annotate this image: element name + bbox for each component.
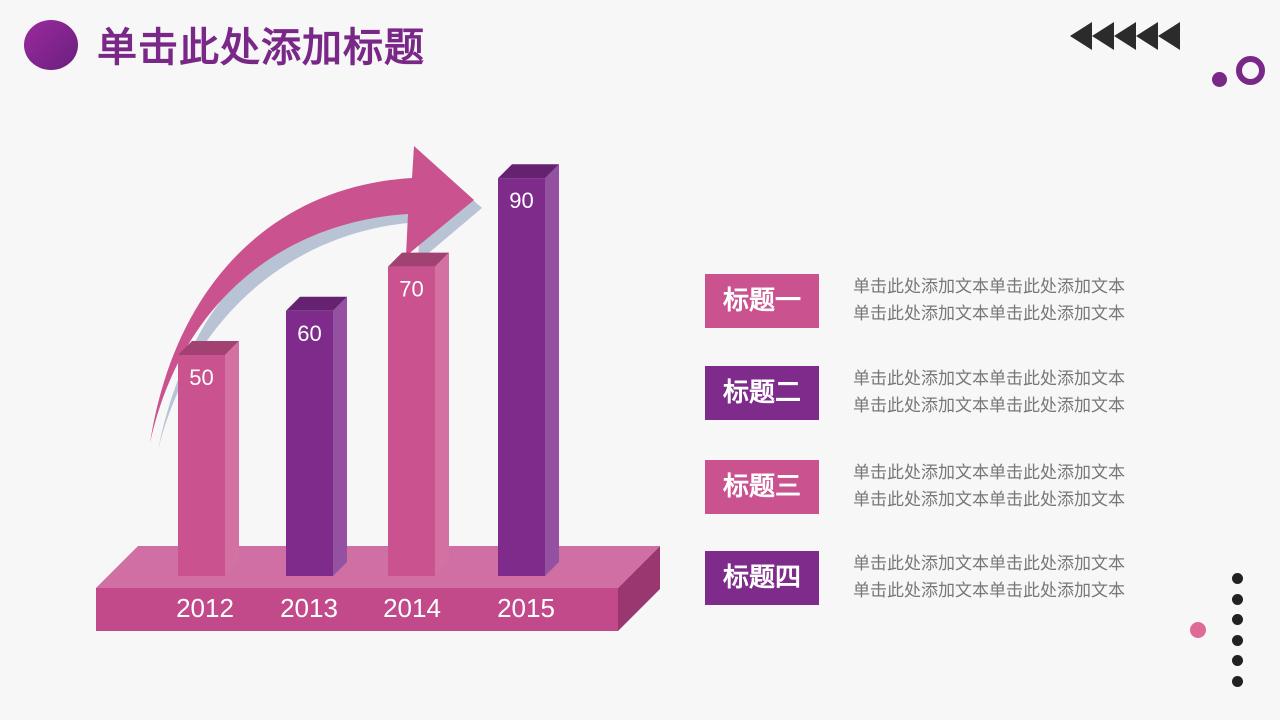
bar-top <box>286 296 347 311</box>
legend-item: 标题二 单击此处添加文本单击此处添加文本 单击此处添加文本单击此处添加文本 <box>705 366 1165 420</box>
bar-side <box>333 296 347 576</box>
legend-text-line: 单击此处添加文本单击此处添加文本 <box>853 369 1125 389</box>
decor-ring-icon <box>1236 56 1265 85</box>
decor-vertical-dots <box>1232 573 1243 697</box>
bar-top <box>178 341 239 355</box>
legend-badge: 标题二 <box>705 366 819 420</box>
chart-base-side <box>618 546 660 631</box>
legend-text-line: 单击此处添加文本单击此处添加文本 <box>853 554 1125 574</box>
decor-pink-dot <box>1190 622 1206 638</box>
title-bullet-circle <box>24 20 78 70</box>
legend-text-line: 单击此处添加文本单击此处添加文本 <box>853 304 1125 324</box>
category-label: 2014 <box>383 593 441 623</box>
legend-text-line: 单击此处添加文本单击此处添加文本 <box>853 490 1125 510</box>
trend-arrow-icon <box>150 146 474 443</box>
legend-text: 单击此处添加文本单击此处添加文本 单击此处添加文本单击此处添加文本 <box>853 274 1173 328</box>
bar-side <box>545 164 559 576</box>
bar <box>388 266 435 576</box>
bar-top <box>498 164 559 179</box>
bar-value-label: 60 <box>297 321 321 346</box>
bar-value-label: 90 <box>509 188 533 213</box>
category-label: 2012 <box>176 593 234 623</box>
bar-value-label: 70 <box>399 277 423 302</box>
bar-top <box>388 252 449 267</box>
triangle-arrows-icon <box>1070 22 1180 50</box>
bar-side <box>225 341 239 576</box>
category-label: 2013 <box>280 593 338 623</box>
category-label: 2015 <box>497 593 555 623</box>
bar-chart: 50 2012 60 2013 70 2014 90 2015 <box>96 146 660 631</box>
page-title: 单击此处添加标题 <box>97 25 425 71</box>
bar <box>498 178 545 576</box>
legend-item: 标题一 单击此处添加文本单击此处添加文本 单击此处添加文本单击此处添加文本 <box>705 274 1165 328</box>
legend-text-line: 单击此处添加文本单击此处添加文本 <box>853 396 1125 416</box>
bar-side <box>435 252 449 576</box>
legend-text-line: 单击此处添加文本单击此处添加文本 <box>853 463 1125 483</box>
decor-dot <box>1212 72 1227 87</box>
bar <box>178 355 225 576</box>
legend-item: 标题四 单击此处添加文本单击此处添加文本 单击此处添加文本单击此处添加文本 <box>705 551 1165 605</box>
legend-text: 单击此处添加文本单击此处添加文本 单击此处添加文本单击此处添加文本 <box>853 366 1173 420</box>
legend-badge: 标题一 <box>705 274 819 328</box>
legend-text: 单击此处添加文本单击此处添加文本 单击此处添加文本单击此处添加文本 <box>853 551 1173 605</box>
chart-base-front <box>96 588 618 631</box>
legend-badge: 标题四 <box>705 551 819 605</box>
bar-value-label: 50 <box>189 365 213 390</box>
legend-text: 单击此处添加文本单击此处添加文本 单击此处添加文本单击此处添加文本 <box>853 460 1173 514</box>
legend-item: 标题三 单击此处添加文本单击此处添加文本 单击此处添加文本单击此处添加文本 <box>705 460 1165 514</box>
bar <box>286 310 333 576</box>
legend-text-line: 单击此处添加文本单击此处添加文本 <box>853 581 1125 601</box>
legend-text-line: 单击此处添加文本单击此处添加文本 <box>853 277 1125 297</box>
legend-badge: 标题三 <box>705 460 819 514</box>
